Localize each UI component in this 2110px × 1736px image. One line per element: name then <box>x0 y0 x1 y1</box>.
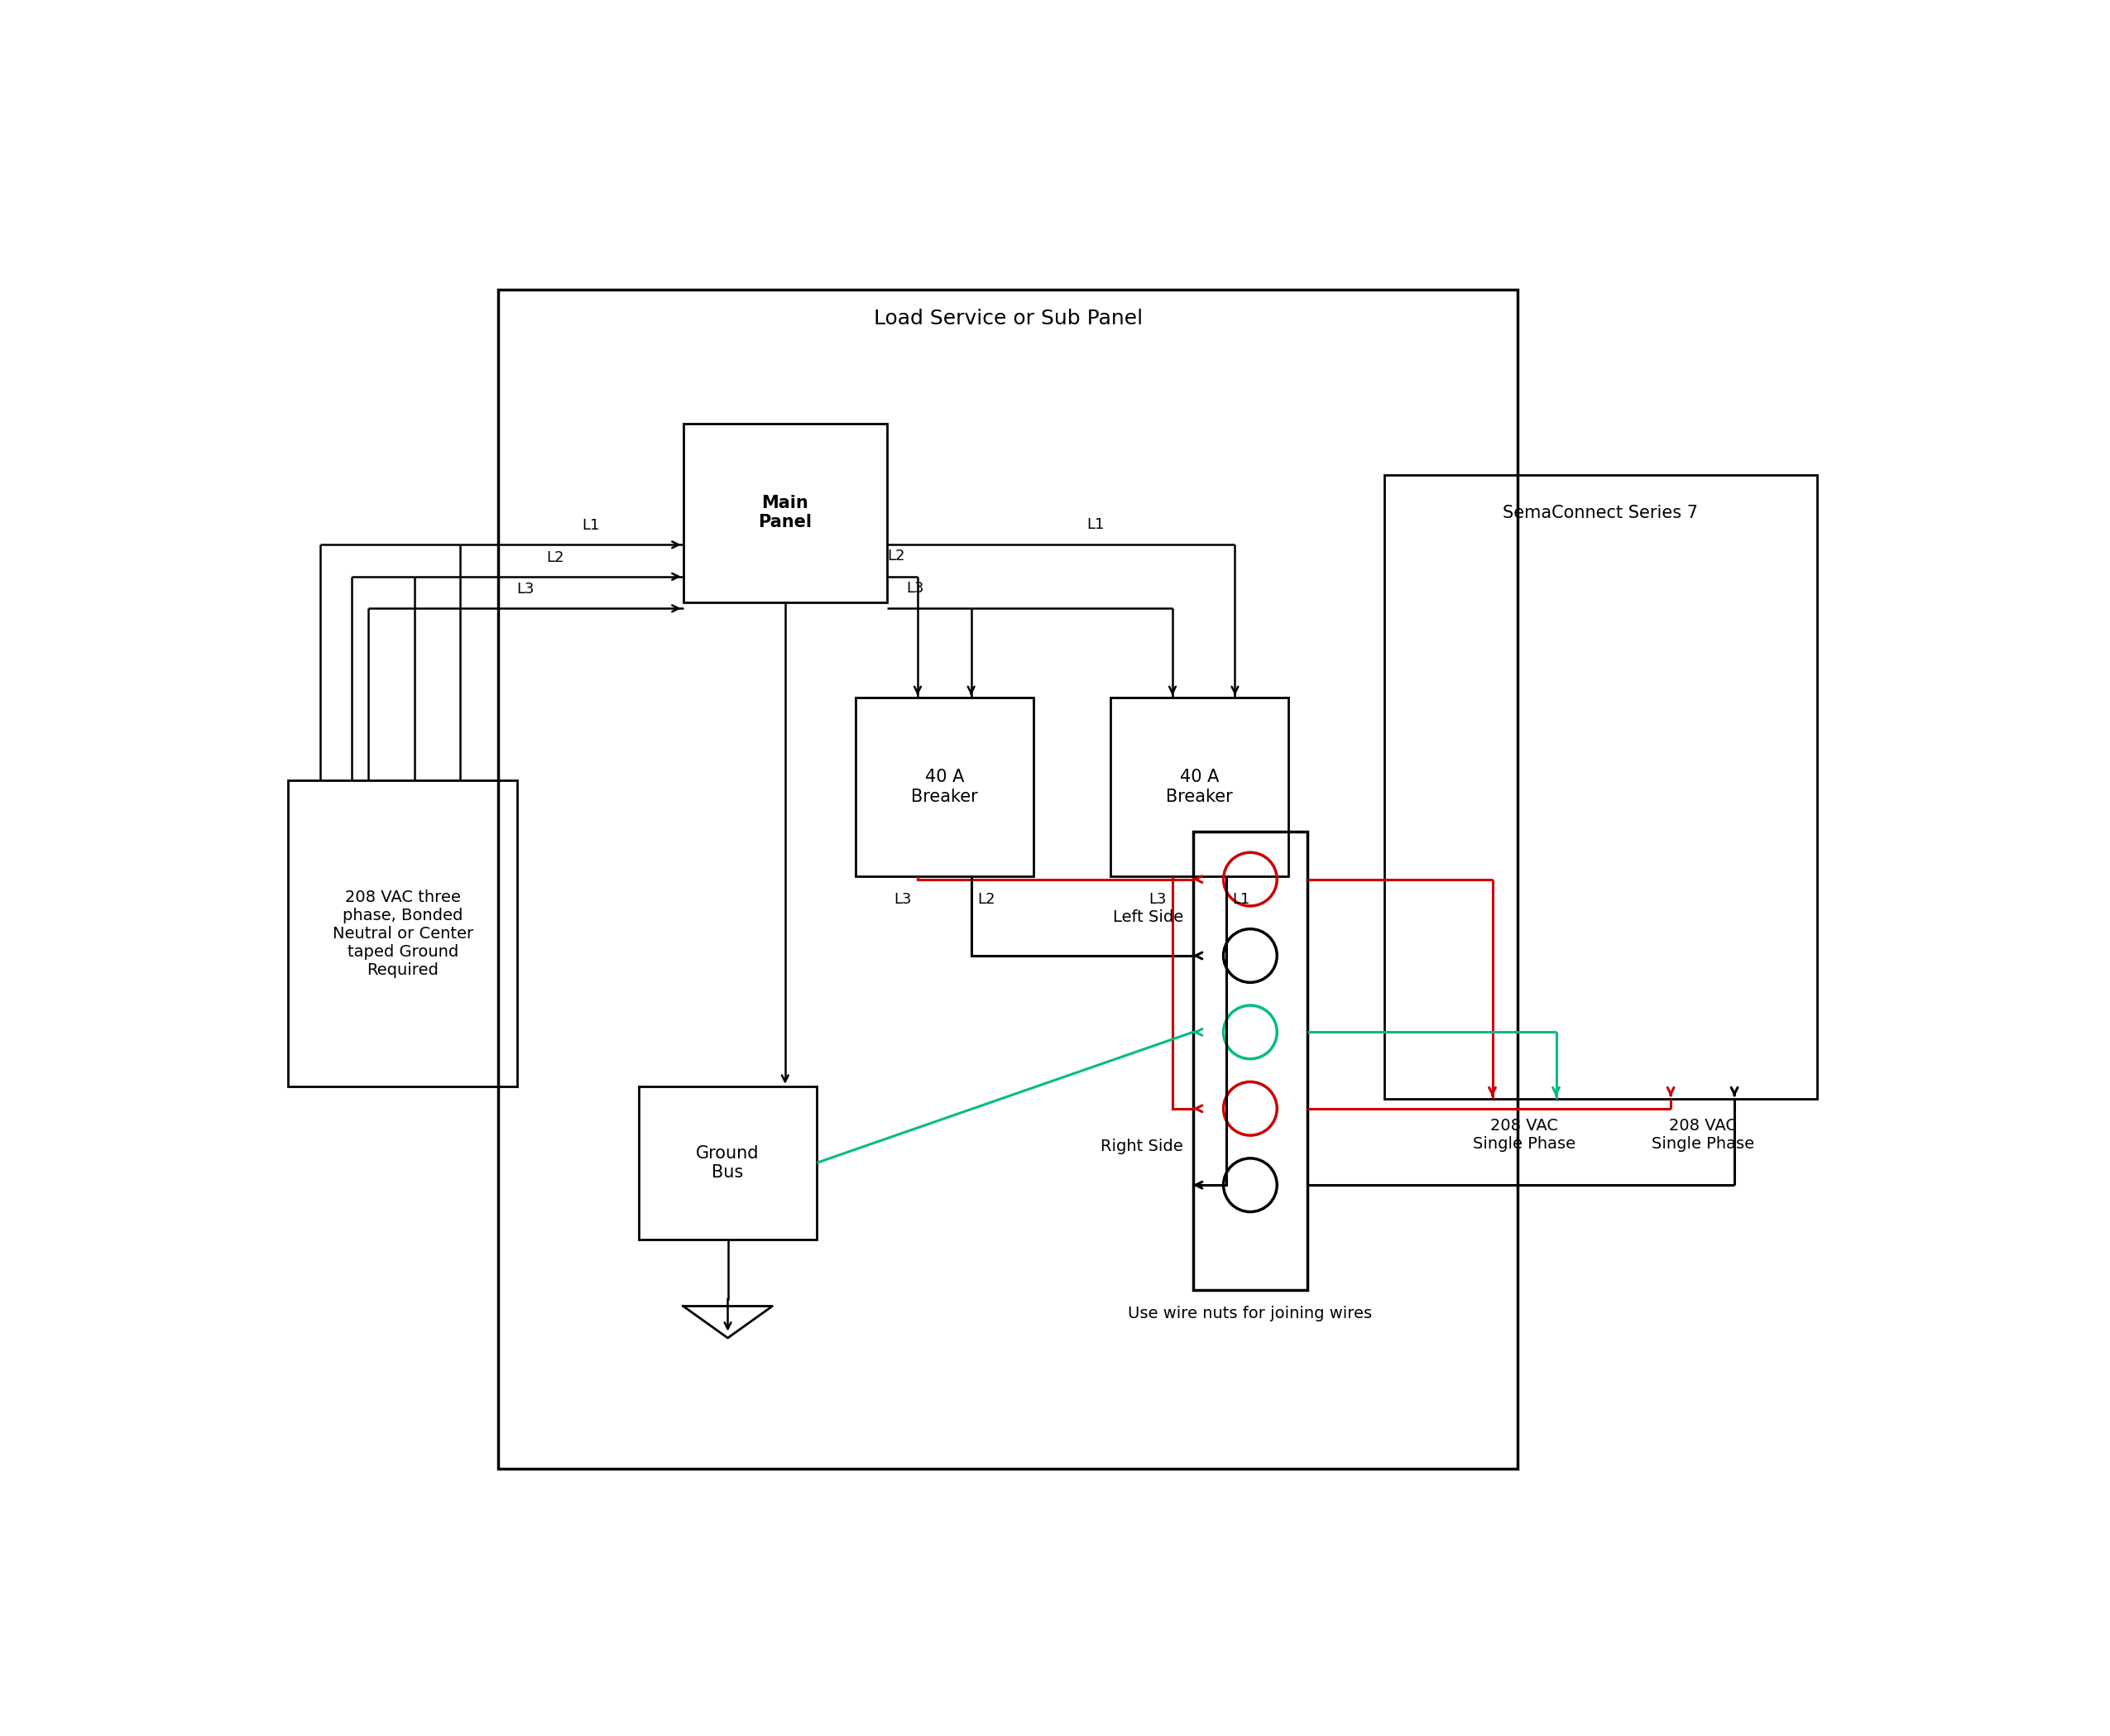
Text: 40 A
Breaker: 40 A Breaker <box>912 769 977 806</box>
Text: Ground
Bus: Ground Bus <box>696 1144 760 1180</box>
Text: L2: L2 <box>977 892 996 906</box>
Text: L1: L1 <box>582 519 599 533</box>
Text: L2: L2 <box>888 549 905 564</box>
Text: L3: L3 <box>893 892 912 906</box>
Bar <box>289 781 517 1087</box>
Text: Left Side: Left Side <box>1112 910 1184 925</box>
Text: L3: L3 <box>517 582 534 597</box>
Bar <box>1192 832 1308 1290</box>
Text: 40 A
Breaker: 40 A Breaker <box>1167 769 1232 806</box>
Bar <box>498 290 1517 1469</box>
Text: L1: L1 <box>1087 517 1106 531</box>
Text: Right Side: Right Side <box>1101 1139 1184 1154</box>
Bar <box>684 424 886 602</box>
Bar <box>855 698 1034 877</box>
Text: Load Service or Sub Panel: Load Service or Sub Panel <box>874 309 1144 328</box>
Text: SemaConnect Series 7: SemaConnect Series 7 <box>1502 505 1699 521</box>
Bar <box>1110 698 1289 877</box>
Text: L3: L3 <box>1148 892 1167 906</box>
Text: L1: L1 <box>1232 892 1249 906</box>
Text: L3: L3 <box>905 582 924 595</box>
Bar <box>1384 474 1817 1099</box>
Text: 208 VAC three
phase, Bonded
Neutral or Center
taped Ground
Required: 208 VAC three phase, Bonded Neutral or C… <box>333 889 473 977</box>
Text: 208 VAC
Single Phase: 208 VAC Single Phase <box>1652 1118 1753 1153</box>
Text: L2: L2 <box>546 550 563 566</box>
Text: Use wire nuts for joining wires: Use wire nuts for joining wires <box>1129 1305 1372 1321</box>
Text: 208 VAC
Single Phase: 208 VAC Single Phase <box>1473 1118 1576 1153</box>
Text: Main
Panel: Main Panel <box>757 495 812 531</box>
Bar <box>639 1087 817 1240</box>
